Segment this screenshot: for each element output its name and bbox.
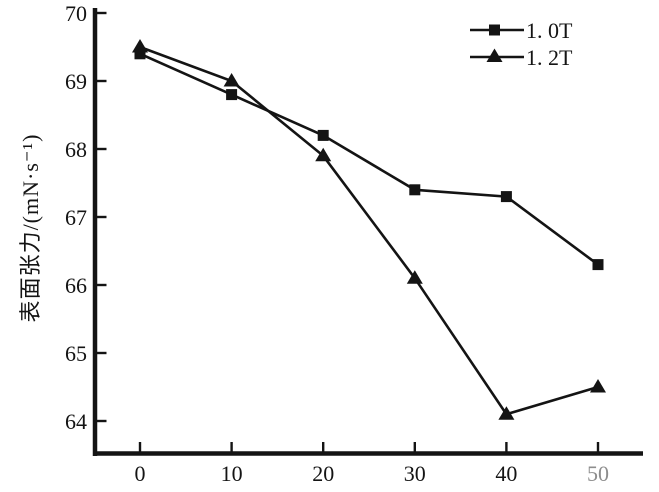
- data-point-triangle: [498, 406, 515, 420]
- data-point-triangle: [223, 73, 240, 87]
- y-tick-label: 65: [65, 341, 87, 366]
- legend-label: 1. 0T: [526, 18, 573, 43]
- series-line: [139, 52, 599, 266]
- y-ticks: 64 65 66 67 68 69 70: [65, 1, 107, 434]
- y-tick-label: 64: [65, 409, 87, 434]
- data-point-square: [500, 191, 512, 203]
- y-axis: 64 65 66 67 68 69 70: [65, 1, 107, 456]
- x-tick-label: 30: [404, 461, 426, 486]
- y-tick-label: 67: [65, 205, 87, 230]
- series-line: [139, 45, 599, 416]
- data-point-square: [226, 89, 238, 101]
- legend: 1. 0T 1. 2T: [470, 18, 573, 70]
- x-tick-label: 40: [495, 461, 517, 486]
- x-tick-label: 0: [135, 461, 146, 486]
- series-1.0T: [134, 48, 604, 271]
- y-tick-label: 69: [65, 69, 87, 94]
- x-tick-label: 50: [587, 461, 609, 486]
- x-axis: 0 10 20 30 40 50: [93, 442, 643, 486]
- data-point-triangle: [590, 379, 606, 393]
- data-point-square: [409, 184, 421, 196]
- triangle-marker-icon: [486, 48, 503, 62]
- data-point-triangle: [315, 147, 332, 162]
- y-axis-title: 表面张力/(mN·s⁻¹): [18, 134, 43, 323]
- x-tick-label: 20: [312, 461, 334, 486]
- data-point-square: [592, 259, 604, 271]
- x-tick-label: 10: [221, 461, 243, 486]
- legend-item-1.2T: 1. 2T: [470, 45, 573, 70]
- y-tick-label: 66: [65, 273, 87, 298]
- square-marker-icon: [489, 24, 500, 36]
- legend-label: 1. 2T: [526, 45, 573, 70]
- legend-item-1.0T: 1. 0T: [470, 18, 573, 43]
- series-1.2T: [132, 39, 606, 420]
- x-ticks: 0 10 20 30 40 50: [135, 442, 609, 486]
- data-point-square: [317, 129, 329, 141]
- y-tick-label: 68: [65, 137, 87, 162]
- y-tick-label: 70: [65, 1, 87, 26]
- data-point-triangle: [406, 270, 423, 284]
- data-point-triangle: [132, 39, 148, 53]
- data-point-square: [134, 48, 146, 60]
